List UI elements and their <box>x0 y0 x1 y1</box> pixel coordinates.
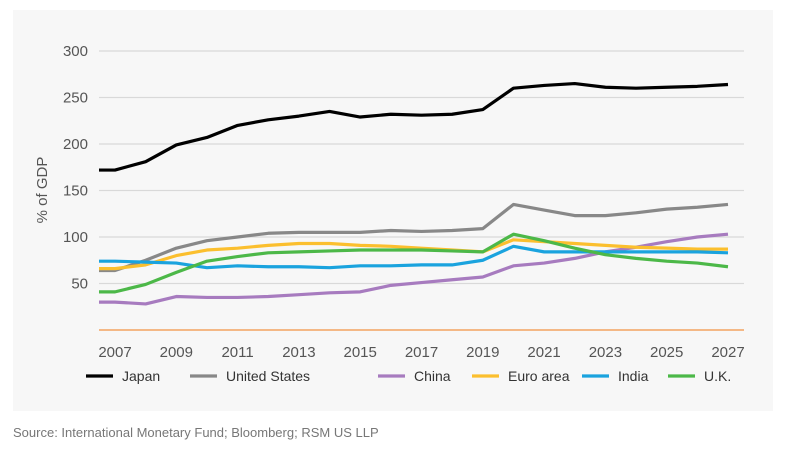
legend-label: U.K. <box>704 368 731 384</box>
y-tick-label: 200 <box>63 136 88 153</box>
legend-label: China <box>414 368 451 384</box>
series-line-euro-area <box>99 238 728 271</box>
x-tick-label: 2017 <box>405 344 438 361</box>
x-tick-label: 2007 <box>98 344 131 361</box>
y-tick-label: 300 <box>63 43 88 60</box>
series-line-united-states <box>99 202 729 273</box>
x-tick-label: 2025 <box>650 344 683 361</box>
y-axis-title: % of GDP <box>34 157 51 224</box>
x-tick-label: 2015 <box>344 344 377 361</box>
legend-label: Japan <box>122 368 160 384</box>
y-tick-label: 100 <box>63 229 88 246</box>
x-tick-label: 2023 <box>589 344 622 361</box>
series-line-china <box>99 232 729 306</box>
series-line-japan <box>99 81 729 172</box>
x-tick-label: 2011 <box>221 344 253 361</box>
source-note: Source: International Monetary Fund; Blo… <box>13 425 379 440</box>
x-tick-label: 2013 <box>282 344 315 361</box>
legend-label: United States <box>226 368 310 384</box>
x-tick-label: 2009 <box>160 344 193 361</box>
x-tick-label: 2019 <box>466 344 499 361</box>
y-tick-label: 250 <box>63 90 88 107</box>
series-line-u-k- <box>99 232 729 294</box>
y-tick-label: 150 <box>63 183 88 200</box>
x-tick-label: 2027 <box>711 344 744 361</box>
legend-label: India <box>618 368 649 384</box>
legend-label: Euro area <box>508 368 570 384</box>
y-tick-label: 50 <box>71 276 88 293</box>
x-tick-label: 2021 <box>527 344 560 361</box>
